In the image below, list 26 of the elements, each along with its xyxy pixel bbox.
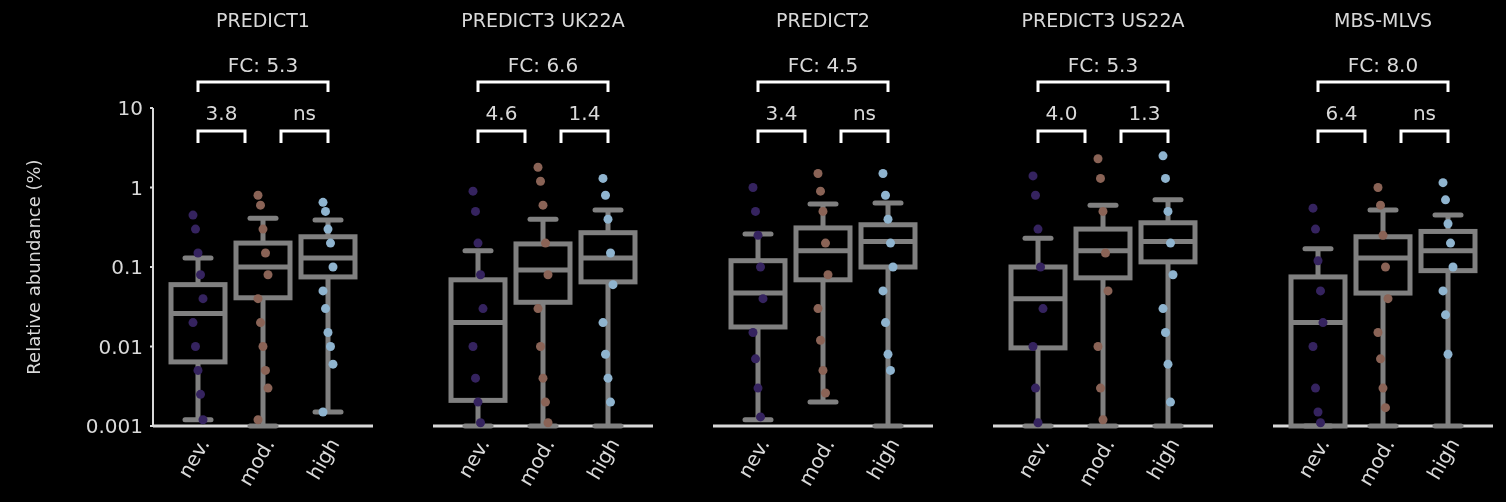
annotation: 6.4	[1325, 101, 1358, 125]
chart-title: PREDICT1	[216, 9, 310, 31]
y-tick-label: 0.001	[85, 414, 143, 438]
annotation: 1.3	[1128, 101, 1161, 125]
chart-title: PREDICT2	[776, 9, 870, 31]
annotation: 3.8	[205, 101, 238, 125]
annotation: ns	[852, 101, 877, 125]
y-tick-label: 0.01	[98, 334, 143, 359]
y-axis-title: Relative abundance (%)	[23, 159, 44, 375]
chart-title: PREDICT3 US22A	[1021, 9, 1185, 31]
chart-title: MBS-MLVS	[1334, 9, 1432, 31]
y-tick-label: 1	[130, 175, 143, 200]
annotation: ns	[292, 101, 317, 125]
text: FC: 6.6	[507, 53, 579, 77]
y-tick-label: 0.1	[111, 255, 143, 279]
annotation: 4.0	[1045, 101, 1078, 125]
text: FC: 8.0	[1347, 53, 1419, 77]
annotation: 4.6	[485, 101, 518, 125]
annotation: 1.4	[568, 101, 601, 125]
annotation: 3.4	[765, 101, 798, 125]
text: FC: 5.3	[227, 53, 299, 77]
y-tick-label: 10	[117, 96, 143, 120]
annotation: ns	[1412, 101, 1437, 125]
text: FC: 5.3	[1067, 53, 1139, 77]
text: FC: 4.5	[787, 53, 859, 77]
chart-title: PREDICT3 UK22A	[461, 9, 625, 31]
